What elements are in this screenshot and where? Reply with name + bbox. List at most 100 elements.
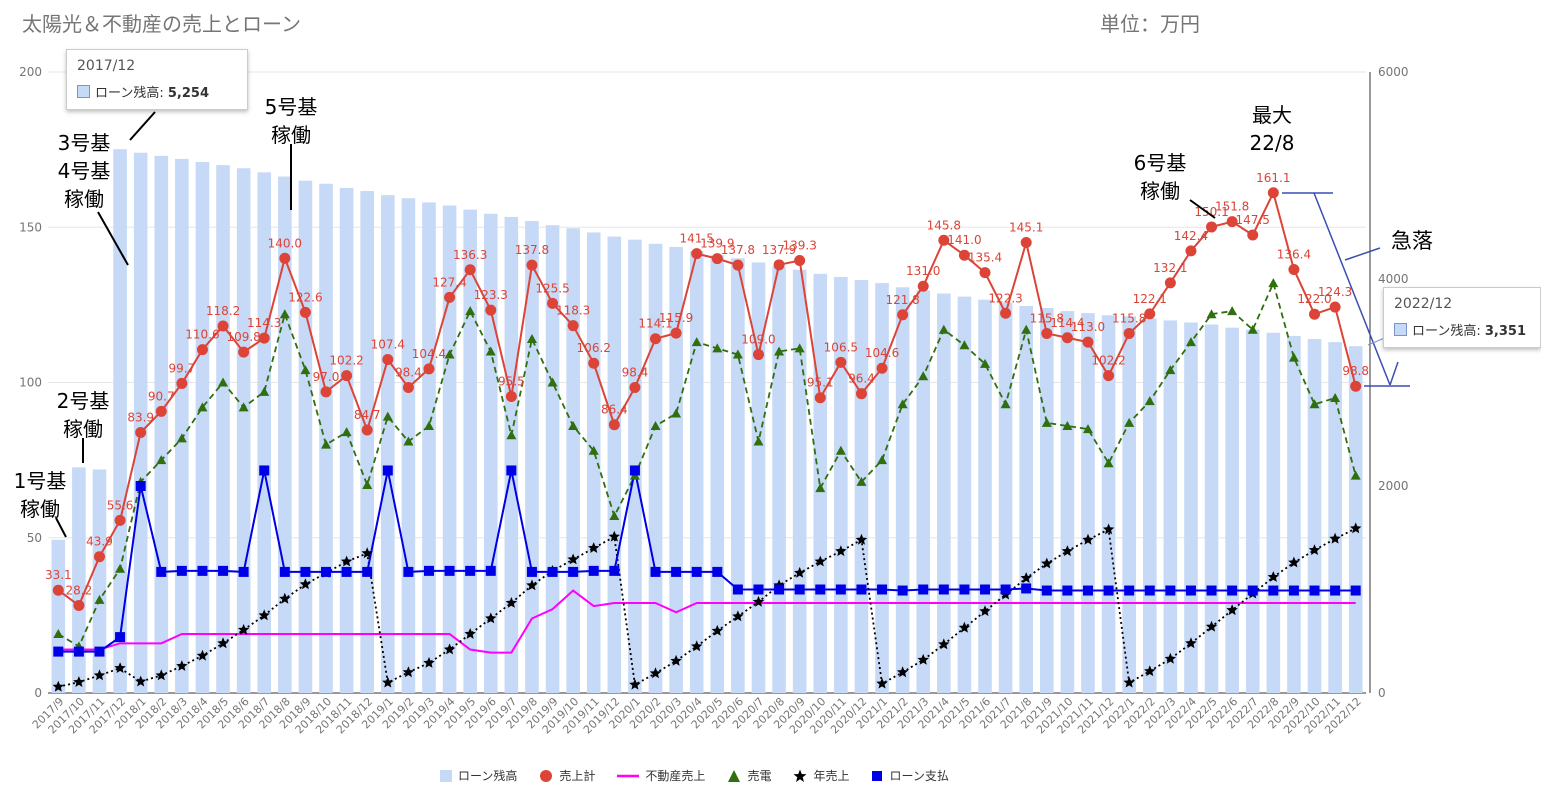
sales-total-point: [485, 304, 497, 316]
loan-balance-bar: [195, 162, 210, 694]
loan-payment-point: [980, 584, 991, 595]
loan-balance-bar: [92, 469, 107, 693]
loan-balance-bar: [319, 183, 333, 693]
loan-balance-bar: [236, 168, 251, 693]
loan-payment-point: [1000, 584, 1011, 595]
solar-point: [980, 358, 991, 368]
loan-payment-point: [135, 481, 146, 491]
annual-point: [135, 675, 147, 687]
sales-total-label: 110.6: [185, 328, 219, 342]
sales-total-label: 90.7: [148, 389, 175, 403]
legend-swatch-square: [872, 770, 883, 781]
loan-payment-point: [1165, 585, 1176, 596]
annotation-line: 稼働: [271, 123, 311, 147]
loan-balance-bar: [1040, 307, 1054, 693]
solar-point: [526, 334, 537, 344]
legend-swatch-square: [440, 769, 452, 782]
sales-total-point: [1309, 308, 1321, 320]
legend-item-loan-balance[interactable]: ローン残高: [440, 767, 517, 784]
loan-payment-point: [1103, 585, 1114, 596]
annual-point: [93, 669, 106, 681]
loan-payment-point: [918, 584, 929, 595]
sales-total-point: [93, 551, 105, 563]
solar-point: [1124, 417, 1135, 427]
annual-point: [299, 578, 312, 590]
sales-total-point: [979, 267, 991, 279]
annual-point: [979, 605, 991, 617]
loan-balance-bar: [998, 302, 1013, 693]
annotation-drop: 急落: [1391, 229, 1433, 253]
tooltip-swatch: [77, 85, 90, 98]
solar-point: [485, 346, 496, 356]
annotation-line: 22/8: [1250, 131, 1295, 155]
sales-total-label: 136.3: [453, 248, 487, 262]
loan-payment-point: [279, 566, 290, 577]
loan-balance-bar: [1328, 342, 1342, 693]
sales-total-label: 118.3: [556, 304, 590, 318]
loan-balance-bar: [360, 191, 374, 693]
tooltip-value: 3,351: [1484, 324, 1526, 339]
legend-label: 年売上: [813, 769, 850, 783]
loan-payment-point: [73, 646, 84, 657]
legend-item-sales-total[interactable]: 売上計: [539, 767, 595, 784]
tooltip-swatch: [1394, 323, 1407, 336]
annual-point: [361, 547, 373, 559]
loan-payment-point: [1041, 585, 1052, 596]
legend-item-loan-payment[interactable]: ローン支払: [871, 767, 949, 784]
sales-total-point: [608, 419, 620, 431]
sales-total-point: [176, 377, 188, 389]
annual-point: [176, 660, 188, 671]
annual-point: [52, 680, 64, 692]
solar-point: [774, 346, 785, 356]
sales-total-label: 141.5: [680, 232, 714, 246]
loan-balance-bar: [504, 216, 519, 693]
loan-balance-bar: [1287, 335, 1301, 693]
legend-swatch-star: [793, 769, 807, 782]
annual-point: [567, 553, 579, 565]
tooltip-2017-12: 2017/12 ローン残高: 5,254: [66, 49, 248, 110]
loan-payment-point: [691, 566, 702, 577]
solar-point: [732, 349, 743, 359]
solar-point: [671, 408, 682, 418]
legend-item-solar[interactable]: 売電: [727, 767, 771, 784]
legend-item-annual[interactable]: 年売上: [793, 767, 849, 784]
loan-balance-bar: [1307, 339, 1322, 693]
sales-total-label: 118.2: [206, 304, 240, 318]
solar-point: [382, 411, 393, 421]
loan-balance-bar: [1060, 311, 1075, 693]
tooltip-2022-12: 2022/12 ローン残高: 3,351: [1383, 287, 1541, 348]
loan-payment-point: [568, 566, 579, 577]
sales-total-label: 142.4: [1174, 229, 1208, 243]
loan-payment-point: [774, 584, 785, 595]
sales-total-point: [52, 584, 64, 596]
annual-point: [814, 555, 826, 567]
unit-label: 単位：万円: [1100, 12, 1200, 36]
sales-total-point: [196, 344, 208, 356]
sales-total-point: [1144, 308, 1156, 320]
loan-payment-point: [115, 632, 126, 643]
loan-balance-bar: [133, 152, 148, 694]
annual-point: [1329, 532, 1341, 544]
solar-point: [1330, 393, 1341, 403]
sales-total-label: 98.8: [1342, 364, 1369, 378]
sales-total-point: [711, 253, 723, 265]
solar-point: [1000, 399, 1011, 409]
loan-balance-bar: [957, 296, 972, 693]
legend-item-real-estate[interactable]: 不動産売上: [617, 767, 705, 784]
sales-total-label: 109.0: [741, 333, 775, 347]
sales-total-point: [217, 320, 229, 332]
sales-total-point: [876, 362, 888, 374]
loan-balance-bar: [257, 172, 272, 693]
sales-total-label: 102.2: [1091, 354, 1125, 368]
legend-label: 売上計: [559, 769, 596, 783]
sales-total-point: [1329, 301, 1341, 313]
sales-total-label: 137.8: [515, 243, 549, 257]
annual-point: [1041, 557, 1053, 569]
loan-balance-bar: [916, 290, 931, 693]
solar-point: [794, 343, 805, 353]
annual-point: [711, 624, 723, 636]
